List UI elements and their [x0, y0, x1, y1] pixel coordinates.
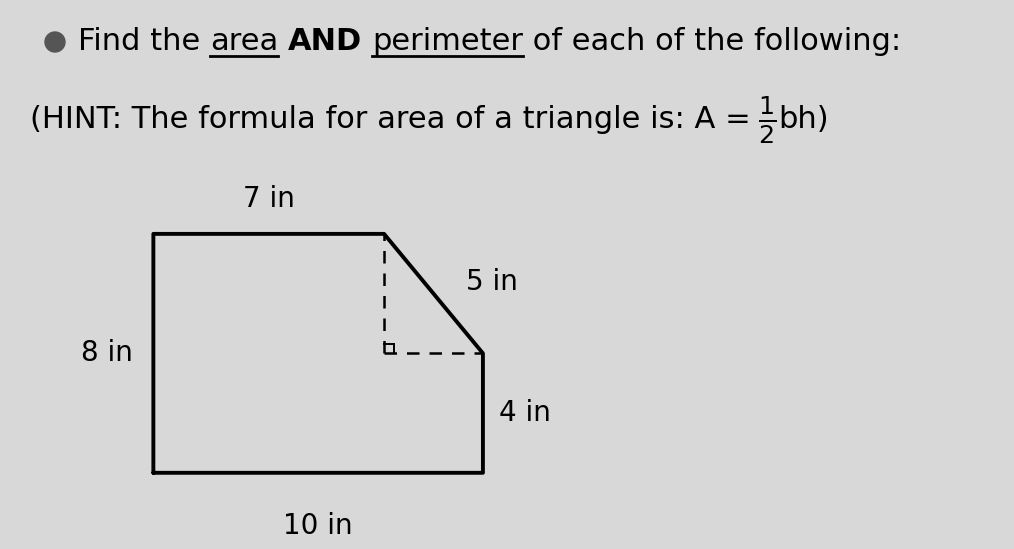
- Text: AND: AND: [288, 27, 362, 57]
- Text: 10 in: 10 in: [283, 512, 353, 540]
- Text: Find the: Find the: [78, 27, 210, 57]
- Text: bh): bh): [779, 105, 829, 135]
- Text: 5 in: 5 in: [466, 268, 518, 296]
- Text: 7 in: 7 in: [242, 185, 295, 213]
- Text: 8 in: 8 in: [81, 339, 133, 367]
- Circle shape: [45, 32, 65, 52]
- Text: (HINT: The formula for area of a triangle is: A =: (HINT: The formula for area of a triangl…: [30, 105, 760, 135]
- Text: perimeter: perimeter: [372, 27, 523, 57]
- Text: $\frac{1}{2}$: $\frac{1}{2}$: [758, 94, 777, 146]
- Text: of each of the following:: of each of the following:: [523, 27, 901, 57]
- Text: 4 in: 4 in: [500, 399, 552, 427]
- Text: area: area: [210, 27, 278, 57]
